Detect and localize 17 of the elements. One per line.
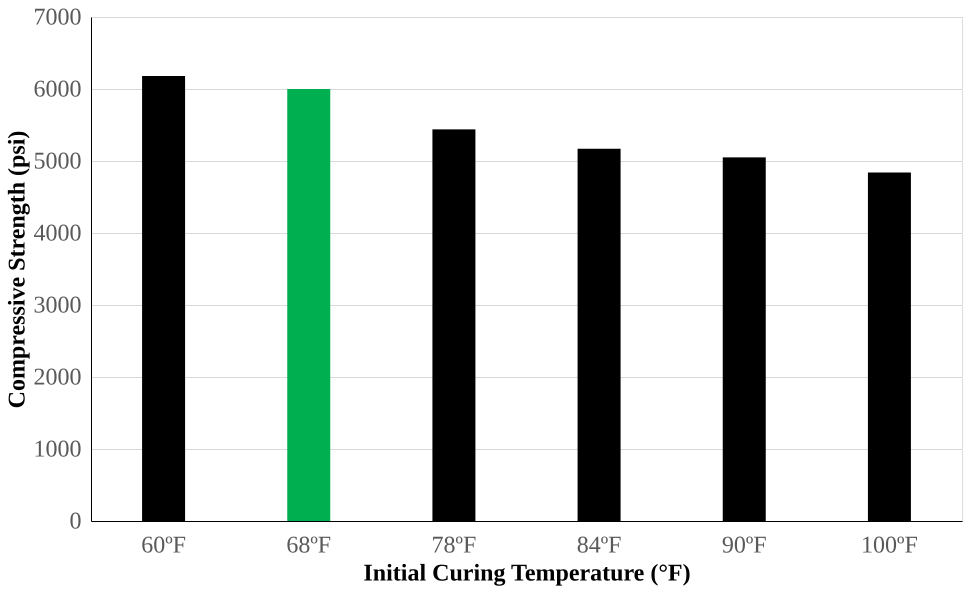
y-tick-label: 0: [70, 508, 82, 534]
x-tick-label: 78ºF: [432, 532, 476, 558]
y-tick-label: 1000: [34, 436, 82, 462]
y-tick-label: 6000: [34, 76, 82, 102]
x-tick-label: 90ºF: [722, 532, 767, 558]
y-tick-label: 2000: [34, 364, 82, 390]
y-tick-label: 4000: [34, 220, 82, 246]
x-tick-label: 68ºF: [286, 532, 332, 558]
bar: [287, 89, 330, 521]
y-tick-label: 3000: [34, 292, 82, 318]
y-tick-label: 5000: [34, 148, 82, 174]
x-tick-label: 100ºF: [861, 532, 918, 558]
y-tick-label: 7000: [34, 4, 82, 30]
x-tick-label: 60ºF: [141, 532, 186, 558]
x-axis-title: Initial Curing Temperature (°F): [363, 560, 691, 586]
y-axis-title: Compressive Strength (psi): [4, 130, 30, 408]
x-tick-label: 84ºF: [576, 532, 622, 558]
